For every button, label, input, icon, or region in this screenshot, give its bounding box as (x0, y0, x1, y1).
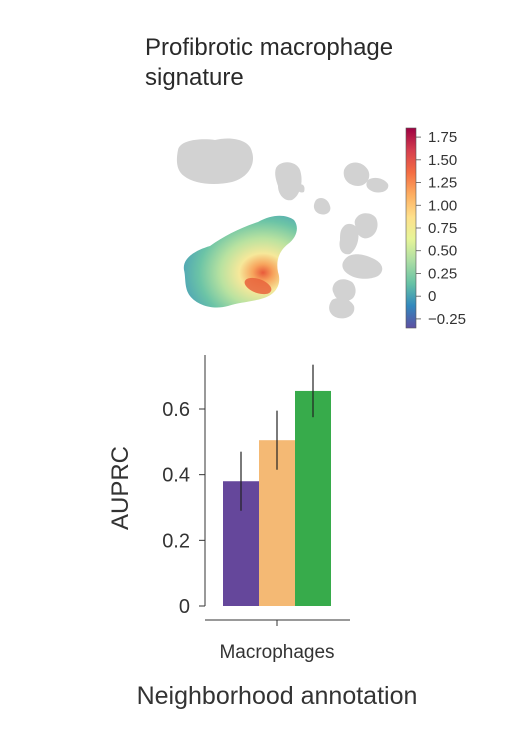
title-line-1: Profibrotic macrophage (145, 34, 394, 61)
y-tick-label: 0.4 (162, 465, 190, 487)
x-tick-label: Macrophages (219, 642, 334, 663)
colorbar-ticks: 1.75 1.50 1.25 1.00 0.75 0.50 0.25 0 −0.25 (416, 129, 466, 328)
title-line-2: signature (145, 64, 244, 91)
colorbar-tick-label: 1.00 (428, 197, 457, 214)
x-axis: Macrophages (205, 619, 350, 663)
y-ticks: 0 0.2 0.4 0.6 (162, 399, 205, 618)
macrophage-signature-cluster (183, 215, 297, 308)
y-tick-label: 0 (179, 596, 190, 618)
bars (223, 364, 331, 606)
colorbar-tick-label: 1.25 (428, 175, 457, 192)
bar-3 (295, 390, 331, 606)
colorbar-tick-label: 1.50 (428, 152, 457, 169)
y-axis-label: AUPRC (107, 446, 134, 530)
colorbar-tick-label: 0.25 (428, 265, 457, 282)
background-cell-clusters (176, 138, 389, 319)
colorbar-tick-label: 0 (428, 288, 436, 305)
umap-embedding-plot: 1.75 1.50 1.25 1.00 0.75 0.50 0.25 0 −0.25 (176, 127, 466, 329)
y-tick-label: 0.6 (162, 399, 190, 421)
colorbar-tick-label: 0.50 (428, 243, 457, 260)
y-axis: 0 0.2 0.4 0.6 (162, 355, 206, 618)
colorbar-tick-label: 0.75 (428, 220, 457, 237)
y-tick-label: 0.2 (162, 530, 190, 552)
colorbar-tick-label: −0.25 (428, 311, 466, 328)
x-axis-label: Neighborhood annotation (137, 682, 418, 710)
colorbar: 1.75 1.50 1.25 1.00 0.75 0.50 0.25 0 −0.25 (405, 127, 466, 329)
chart-title: Profibrotic macrophage signature (145, 33, 393, 93)
colorbar-tick-label: 1.75 (428, 129, 457, 146)
